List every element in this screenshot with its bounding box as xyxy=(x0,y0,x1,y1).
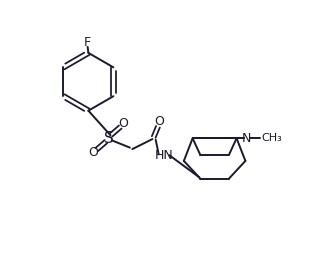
Text: CH₃: CH₃ xyxy=(262,133,282,143)
Text: O: O xyxy=(154,115,164,128)
Text: N: N xyxy=(242,132,251,145)
Text: O: O xyxy=(118,117,128,130)
Text: HN: HN xyxy=(154,149,173,162)
Text: F: F xyxy=(84,36,91,49)
Text: O: O xyxy=(88,146,98,159)
Text: S: S xyxy=(104,131,113,146)
